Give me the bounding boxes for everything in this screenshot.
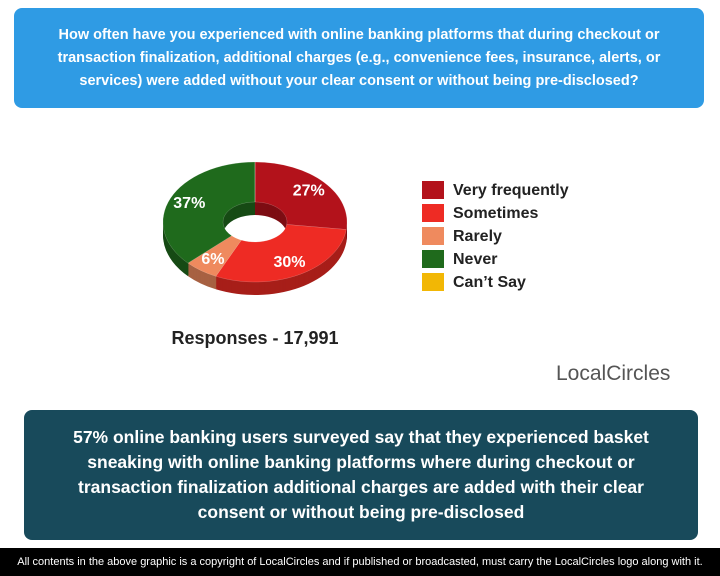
legend-swatch [422,204,444,222]
summary: 57% online banking users surveyed say th… [24,410,698,540]
logo: LocalCircles [556,362,671,385]
legend-label: Rarely [453,228,502,245]
legend-label: Sometimes [453,205,538,222]
slice [162,161,256,264]
question-title: How often have you experienced with onli… [14,8,704,108]
value-label: 30% [273,254,305,271]
legend-swatch [422,181,444,199]
legend-swatch [422,227,444,245]
legend-label: Very frequently [453,182,569,199]
slice [187,235,242,277]
slice [254,161,348,230]
legend-label: Never [453,251,497,268]
legend-swatch [422,250,444,268]
slice [215,224,347,283]
responses: Responses - 17,991 [171,328,339,348]
footer: All contents in the above graphic is a c… [0,548,720,576]
legend-label: Can’t Say [453,274,526,291]
value-label: 27% [293,183,325,200]
value-label: 6% [201,251,224,268]
legend-swatch [422,273,444,291]
value-label: 37% [173,195,205,212]
